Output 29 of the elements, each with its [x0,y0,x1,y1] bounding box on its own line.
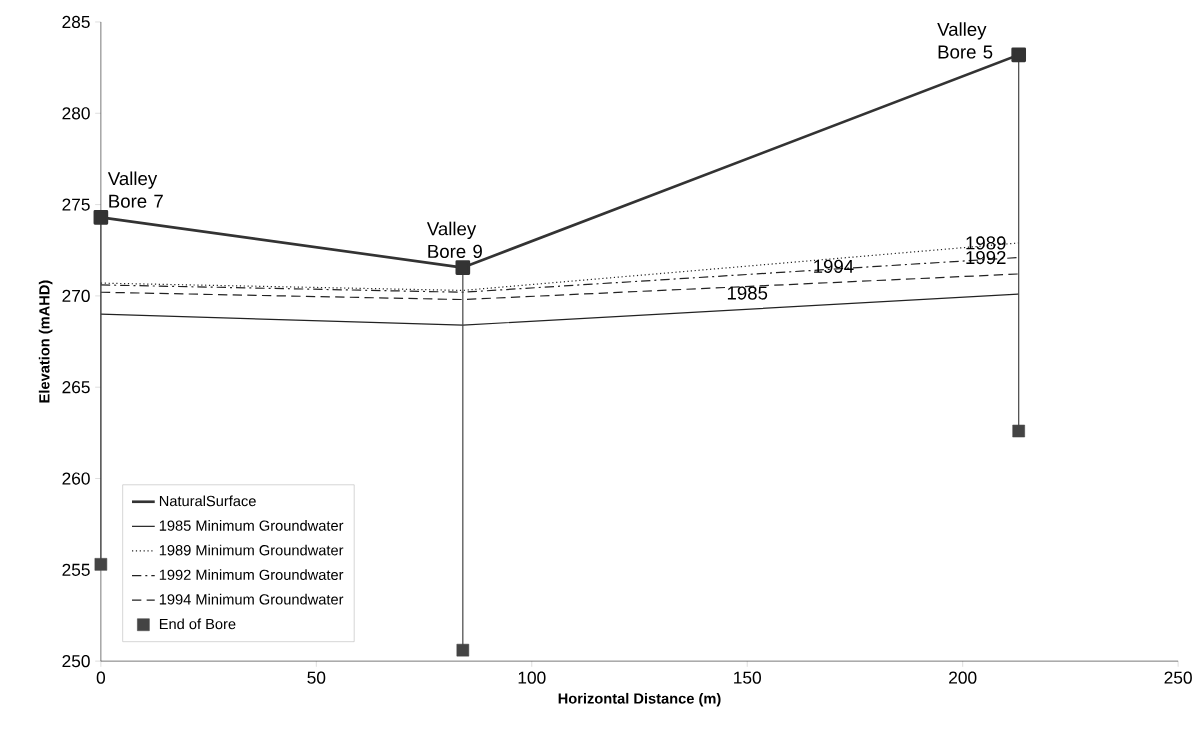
annotation: 1985 [727,286,768,300]
y-tick-label: 260 [62,472,90,485]
x-tick-label: 0 [96,671,106,684]
legend-label: 1992 Minimum Groundwater [159,569,344,580]
y-tick-label: 285 [62,15,90,29]
y-tick-label: 265 [62,381,90,394]
legend-label: 1994 Minimum Groundwater [159,593,344,605]
legend-label: End of Bore [159,618,236,630]
legend-label: 1989 Minimum Groundwater [159,544,344,556]
x-axis-title: Horizontal Distance (m) [558,692,721,707]
legend-label: NaturalSurface [159,495,256,507]
y-axis-title: Elevation (mAHD) [38,280,53,403]
y-tick-label: 270 [62,289,90,303]
x-tick-label: 250 [1164,671,1192,684]
y-tick-label: 275 [62,198,90,211]
y-tick-label: 255 [62,563,90,576]
y-tick-label: 280 [62,107,90,120]
x-tick-label: 150 [734,671,761,684]
annotation: 1994 [814,259,854,273]
x-tick-label: 100 [518,671,546,684]
x-tick-label: 200 [949,671,977,684]
annotation: Valley Bore 9 [426,221,482,258]
x-tick-label: 50 [307,671,326,684]
legend-label: 1985 Minimum Groundwater [159,520,344,531]
annotation: Valley Bore 5 [937,22,993,59]
annotation: 1989 [966,236,1006,250]
annotation: 1992 [966,250,1006,265]
y-tick-label: 250 [62,654,90,668]
annotation: Valley Bore 7 [107,171,163,208]
